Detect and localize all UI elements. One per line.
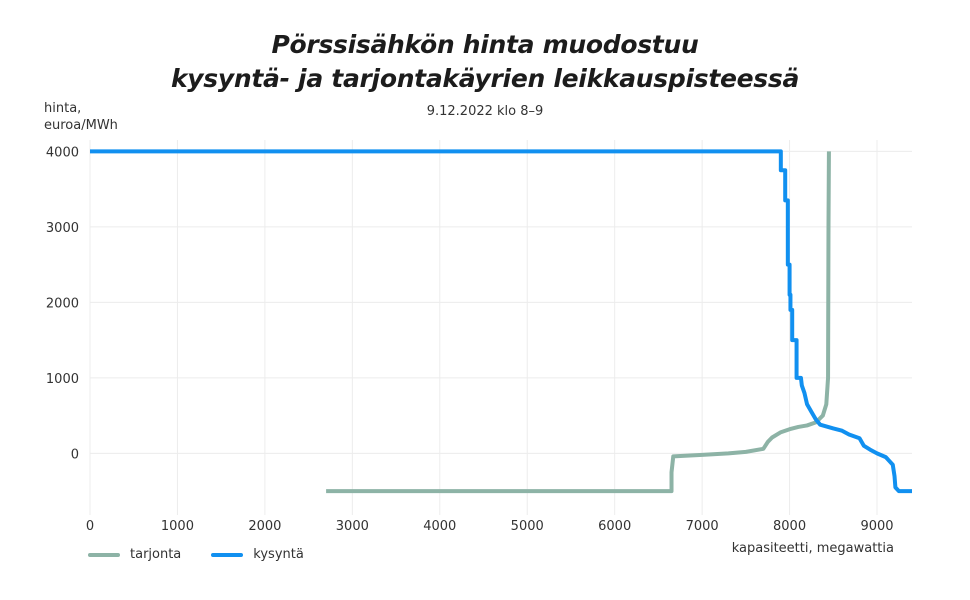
legend-swatch-tarjonta (88, 552, 120, 557)
series-lines (90, 149, 912, 494)
legend-label-tarjonta: tarjonta (130, 547, 182, 562)
y-axis-label-line2: euroa/MWh (44, 118, 118, 133)
x-tick-labels: 0 1000 2000 3000 4000 5000 6000 7000 8000 9000 (86, 519, 894, 534)
x-tick-label: 3000 (336, 519, 369, 534)
x-tick-label: 2000 (248, 519, 281, 534)
chart-title-line2: kysyntä- ja tarjontakäyrien leikkauspist… (170, 64, 800, 93)
series-line-tarjonta (326, 151, 831, 494)
y-tick-label: 3000 (46, 221, 79, 236)
legend-label-kysynta: kysyntä (253, 547, 304, 562)
x-tick-label: 5000 (511, 519, 544, 534)
y-tick-labels: 0 1000 2000 3000 4000 (46, 145, 79, 462)
y-tick-label: 0 (71, 447, 79, 462)
x-tick-label: 8000 (773, 519, 806, 534)
series-line-kysynta (90, 149, 912, 494)
x-tick-label: 0 (86, 519, 94, 534)
y-axis-label-line1: hinta, (44, 101, 82, 116)
grid-lines (89, 140, 912, 515)
legend-item-tarjonta: tarjonta (88, 547, 181, 562)
y-tick-label: 4000 (46, 145, 79, 160)
chart-subtitle: 9.12.2022 klo 8–9 (426, 104, 544, 119)
x-axis-label: kapasiteetti, megawattia (731, 541, 894, 556)
x-tick-label: 9000 (860, 519, 893, 534)
legend-item-kysynta: kysyntä (211, 547, 304, 562)
x-tick-label: 6000 (598, 519, 631, 534)
legend: tarjonta kysyntä (88, 547, 304, 562)
y-tick-label: 1000 (46, 372, 79, 387)
x-tick-label: 4000 (423, 519, 456, 534)
x-tick-label: 1000 (161, 519, 194, 534)
y-axis-label: hinta, euroa/MWh (44, 100, 118, 134)
legend-swatch-kysynta (211, 552, 244, 557)
y-tick-label: 2000 (46, 296, 79, 311)
x-tick-label: 7000 (686, 519, 719, 534)
chart-title-line1: Pörssisähkön hinta muodostuu (271, 30, 699, 59)
